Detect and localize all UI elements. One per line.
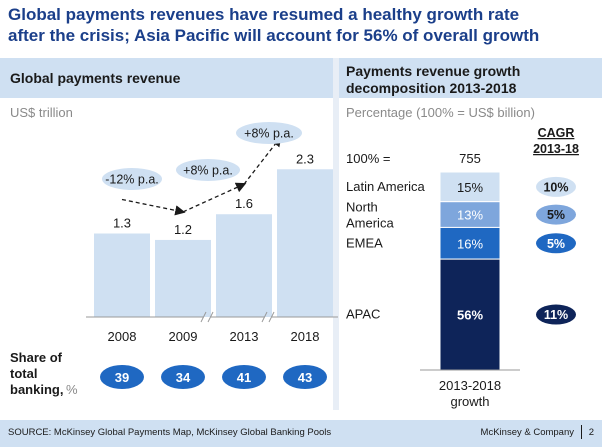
right-stacked-chart: 100% = 755 CAGR 2013-18 15% Latin America 10% 1…	[346, 126, 579, 409]
cagr-value-apac: 11%	[544, 308, 568, 322]
bar-value-label-2008: 1.3	[113, 216, 131, 231]
axis-break-mark	[261, 311, 268, 323]
title-line-1: Global payments revenues have resumed a …	[8, 5, 520, 24]
share-label-line-3: banking,	[10, 382, 63, 397]
growth-rate-oval-3	[236, 122, 302, 144]
right-panel-header	[339, 58, 602, 98]
share-label-unit: %	[66, 382, 78, 397]
segment-apac	[439, 258, 501, 371]
segment-value-emea: 16%	[457, 236, 483, 251]
growth-rate-label-3: +8% p.a.	[244, 127, 294, 141]
right-panel-heading: Payments revenue growth decomposition 20…	[346, 63, 520, 97]
x-tick-label-2013: 2013	[230, 329, 259, 344]
region-label-north-america-1: North	[346, 200, 378, 215]
bar-2008	[94, 233, 150, 317]
share-label-line-1: Share of	[10, 350, 63, 365]
segment-value-north-america: 13%	[457, 208, 483, 223]
charts-canvas: 1.3 2008 1.2 2009 1.6 2013 2.3 2018 -12% p.a. +8%…	[10, 122, 579, 409]
growth-arrow-1	[121, 198, 186, 216]
right-heading-line-1: Payments revenue growth	[346, 63, 521, 79]
share-badge-value-2018: 43	[298, 370, 312, 385]
cagr-value-emea: 5%	[547, 237, 565, 251]
segment-value-apac: 56%	[457, 308, 483, 323]
bar-value-label-2013: 1.6	[235, 196, 253, 211]
region-label-apac: APAC	[346, 307, 380, 322]
cagr-header-line-1: CAGR	[538, 126, 575, 140]
footer: SOURCE: McKinsey Global Payments Map, Mc…	[0, 420, 602, 447]
share-badge-2013	[222, 365, 266, 389]
footer-page-number: 2	[588, 427, 594, 438]
right-heading-line-2: decomposition 2013-2018	[346, 80, 517, 96]
region-label-latin-america: Latin America	[346, 179, 426, 194]
left-panel-header	[0, 58, 333, 98]
segment-emea	[439, 226, 501, 260]
total-label: 100% =	[346, 151, 390, 166]
growth-rate-oval-1	[102, 168, 162, 190]
footer-brand: McKinsey & Company	[480, 427, 574, 438]
region-label-emea: EMEA	[346, 235, 383, 250]
growth-rate-label-1: -12% p.a.	[105, 173, 159, 187]
share-badge-2008	[100, 365, 144, 389]
cagr-badge-latin-america	[536, 176, 576, 197]
share-badge-2018	[283, 365, 327, 389]
growth-rate-label-2: +8% p.a.	[183, 164, 233, 178]
cagr-badge-apac	[536, 304, 576, 325]
bar-label-line-2: growth	[450, 394, 489, 409]
right-unit-label: Percentage (100% = US$ billion)	[346, 105, 535, 120]
cagr-badge-north-america	[536, 204, 576, 225]
share-badge-value-2009: 34	[176, 370, 191, 385]
left-panel-heading: Global payments revenue	[10, 70, 181, 86]
share-label-line-2: total	[10, 366, 37, 381]
panel-divider	[333, 58, 339, 410]
growth-rate-oval-2	[176, 159, 240, 181]
x-tick-label-2018: 2018	[291, 329, 320, 344]
bar-2013	[216, 214, 272, 317]
bar-2009	[155, 239, 211, 317]
share-badge-2009	[161, 365, 205, 389]
page-title: Global payments revenues have resumed a …	[8, 4, 598, 46]
growth-arrow-3	[243, 135, 282, 185]
axis-break-mark	[200, 311, 207, 323]
left-bar-chart: 1.3 2008 1.2 2009 1.6 2013 2.3 2018 -12% p.a. +8%…	[10, 122, 338, 397]
title-line-2: after the crisis; Asia Pacific will acco…	[8, 26, 540, 45]
segment-north-america	[439, 201, 501, 228]
footer-source: SOURCE: McKinsey Global Payments Map, Mc…	[8, 427, 332, 438]
share-badge-value-2008: 39	[115, 370, 129, 385]
cagr-value-north-america: 5%	[547, 208, 565, 222]
bar-value-label-2018: 2.3	[296, 151, 314, 166]
share-badge-value-2013: 41	[237, 370, 251, 385]
bar-label-line-1: 2013-2018	[439, 378, 501, 393]
region-label-north-america-2: America	[346, 216, 394, 231]
footer-separator	[581, 425, 582, 439]
left-unit-label: US$ trillion	[10, 105, 73, 120]
segment-value-latin-america: 15%	[457, 180, 483, 195]
x-tick-label-2008: 2008	[108, 329, 137, 344]
total-value: 755	[459, 151, 481, 166]
cagr-value-latin-america: 10%	[543, 180, 568, 194]
cagr-header-line-2: 2013-18	[533, 142, 579, 156]
bar-value-label-2009: 1.2	[174, 222, 192, 237]
x-tick-label-2009: 2009	[169, 329, 198, 344]
cagr-badge-emea	[536, 233, 576, 254]
bar-2018	[277, 169, 333, 317]
